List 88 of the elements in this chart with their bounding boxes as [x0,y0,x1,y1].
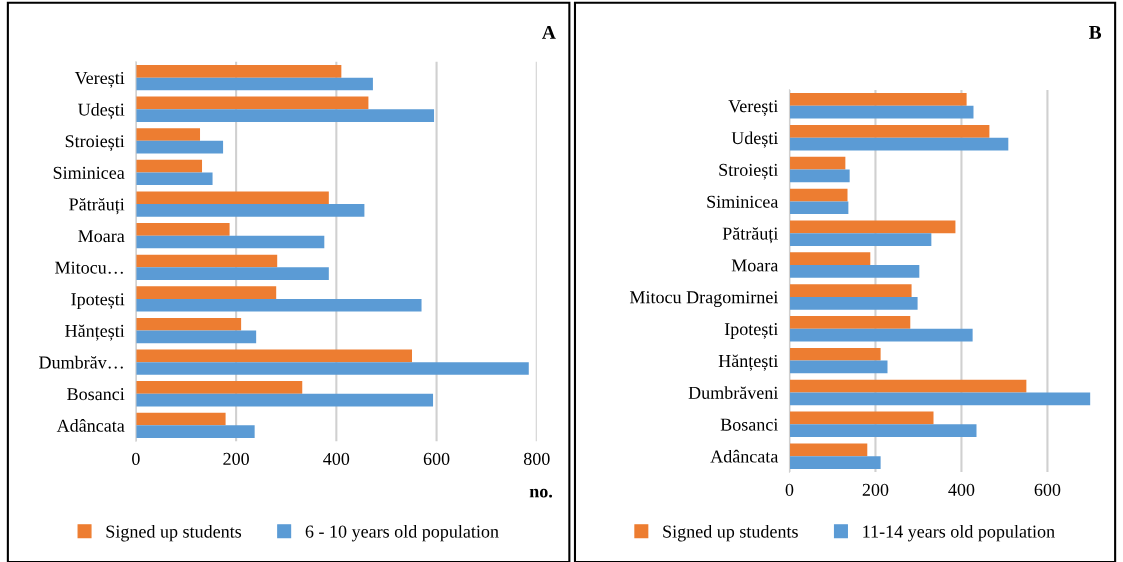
bar [789,456,881,469]
x-tick-label: 400 [948,483,975,496]
bar [135,425,255,439]
chart-title: B [1089,26,1102,39]
y-tick-label: Stroiești [719,163,779,180]
bar [135,286,277,299]
legend-label: Signed up students [106,524,242,542]
x-tick-label: 0 [132,452,140,465]
bar [789,316,911,329]
bar [789,188,848,202]
bar [789,411,934,425]
y-tick-label: Dumbrăveni [688,386,779,399]
bar [135,140,224,154]
bar [135,172,213,186]
bar [789,105,974,119]
bar [135,191,329,205]
y-tick-label: Moara [731,259,779,272]
bar [789,265,920,278]
x-tick-label: 200 [223,452,249,465]
bar [135,204,365,217]
x-tick-label: 200 [862,483,889,496]
y-tick-label: Stroiești [65,135,125,151]
bar [135,96,369,110]
y-tick-label: Ipotești [724,323,779,339]
x-tick-label: 600 [423,452,450,465]
y-tick-label: Verești [74,71,125,88]
y-tick-label: Verești [728,100,779,116]
y-tick-label: Siminicea [707,195,779,208]
bar [789,220,956,234]
bar [789,379,1027,393]
bar [789,201,849,215]
bar [789,347,881,361]
legend-label: 6 - 10 years old population [305,524,499,542]
y-tick-label: Ipotești [71,293,125,310]
bar [135,298,422,312]
bar [135,254,278,268]
x-tick-label: 600 [1034,483,1061,496]
bar [135,128,201,141]
bar [789,424,977,438]
y-tick-label: Udești [731,131,779,148]
bar [135,330,257,344]
y-tick-label: Moara [78,230,125,243]
bar [135,381,303,394]
bar [789,137,1009,151]
y-tick-label: Mitocu… [55,261,123,274]
bar [789,360,888,374]
bar [789,392,1091,406]
y-tick-label: Adâncata [56,419,125,432]
x-tick-label: 0 [785,483,794,496]
bar [135,393,434,407]
x-tick-label: 400 [323,452,350,465]
y-tick-label: Siminicea [53,166,125,179]
y-tick-label: Mitocu Dragomirnei [629,291,779,308]
chart-title: A [542,25,556,39]
bar [789,233,932,246]
y-tick-label: Adâncata [710,449,779,463]
x-tick-label: 800 [523,452,550,465]
y-tick-label: Pătrăuți [722,227,779,244]
y-tick-label: Udești [78,102,125,120]
bar [135,349,413,363]
legend-label: 11-14 years old population [863,524,1055,542]
y-tick-label: Bosanci [720,418,779,431]
bar [135,362,529,375]
bar [135,223,230,236]
bar [789,169,850,183]
bar [789,124,990,138]
bar [789,252,871,266]
legend-label: Signed up students [663,524,798,542]
bar [135,317,242,331]
bar [789,284,912,297]
bar [135,64,342,78]
y-tick-label: Hănțești [65,324,125,341]
bar [789,443,868,457]
y-tick-label: Dumbrăv… [39,355,123,369]
bar [135,159,203,173]
bar [789,296,918,310]
bar [135,109,435,122]
bar [789,156,846,170]
y-tick-label: Hănțești [718,354,779,371]
bar [789,328,973,342]
y-tick-label: Pătrăuți [69,198,125,215]
bar [135,267,329,280]
bar [135,235,325,249]
bar [135,77,373,91]
y-tick-label: Bosanci [67,388,125,401]
bar [135,412,226,426]
bar [789,93,967,106]
x-axis-title: no. [529,488,553,498]
